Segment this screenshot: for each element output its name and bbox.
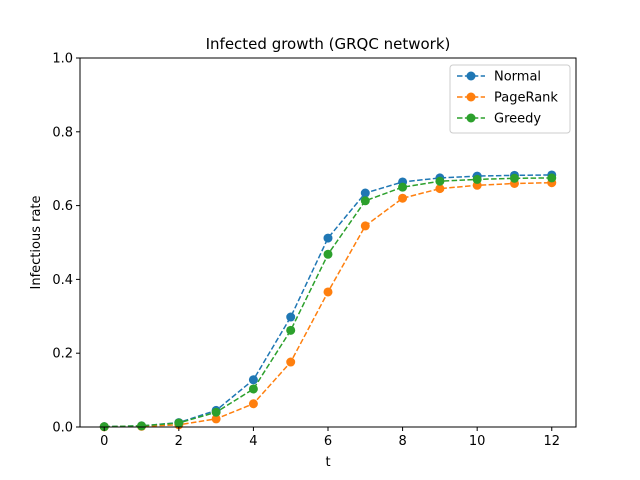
- x-tick-label: 6: [324, 434, 332, 449]
- legend-item-greedy: Greedy: [457, 112, 541, 127]
- y-axis-ticks: 0.0 0.2 0.4 0.6 0.8 1.0: [52, 52, 80, 436]
- y-axis-title: Infectious rate: [29, 195, 44, 289]
- data-point-greedy: [547, 173, 557, 183]
- x-tick-label: 2: [175, 434, 183, 449]
- data-point-pagerank: [323, 287, 333, 297]
- data-point-greedy: [286, 325, 296, 335]
- x-tick-label: 12: [543, 434, 560, 449]
- data-point-greedy: [323, 249, 333, 259]
- data-point-greedy: [174, 418, 184, 428]
- data-point-greedy: [248, 384, 258, 394]
- legend-box: [449, 64, 571, 134]
- x-axis-title: t: [325, 455, 330, 470]
- data-point-pagerank: [211, 414, 221, 424]
- legend-marker: [466, 113, 476, 123]
- data-point-pagerank: [360, 221, 370, 231]
- y-tick-label: 0.8: [52, 125, 73, 140]
- x-tick-label: 10: [469, 434, 486, 449]
- data-point-pagerank: [286, 357, 296, 367]
- legend-label: Greedy: [494, 112, 541, 127]
- data-point-greedy: [211, 407, 221, 417]
- data-point-greedy: [398, 182, 408, 192]
- data-point-greedy: [472, 174, 482, 184]
- data-point-normal: [360, 188, 370, 198]
- legend-marker: [466, 92, 476, 102]
- y-tick-label: 0.6: [52, 199, 73, 214]
- series-layer: [99, 170, 557, 432]
- x-axis-ticks: 0 2 4 6 8 10 12: [100, 427, 560, 449]
- data-point-greedy: [435, 176, 445, 186]
- x-tick-label: 8: [398, 434, 406, 449]
- y-tick-label: 1.0: [52, 52, 73, 67]
- series-greedy: [99, 173, 557, 432]
- y-tick-label: 0.0: [52, 421, 73, 436]
- data-point-greedy: [137, 421, 147, 431]
- legend-label: PageRank: [494, 91, 558, 106]
- chart-title: Infected growth (GRQC network): [206, 35, 451, 53]
- legend-label: Normal: [494, 70, 541, 85]
- legend: Normal PageRank Greedy: [449, 64, 571, 134]
- data-point-normal: [323, 233, 333, 243]
- y-tick-label: 0.4: [52, 273, 73, 288]
- legend-item-normal: Normal: [457, 70, 541, 85]
- x-tick-label: 4: [249, 434, 257, 449]
- data-point-greedy: [360, 196, 370, 206]
- legend-marker: [466, 71, 476, 81]
- data-point-pagerank: [435, 184, 445, 194]
- data-point-pagerank: [248, 399, 258, 409]
- data-point-normal: [286, 312, 296, 322]
- legend-item-pagerank: PageRank: [457, 91, 558, 106]
- x-tick-label: 0: [100, 434, 108, 449]
- y-tick-label: 0.2: [52, 347, 73, 362]
- data-point-greedy: [509, 173, 519, 183]
- data-point-normal: [248, 375, 258, 385]
- data-point-pagerank: [398, 193, 408, 203]
